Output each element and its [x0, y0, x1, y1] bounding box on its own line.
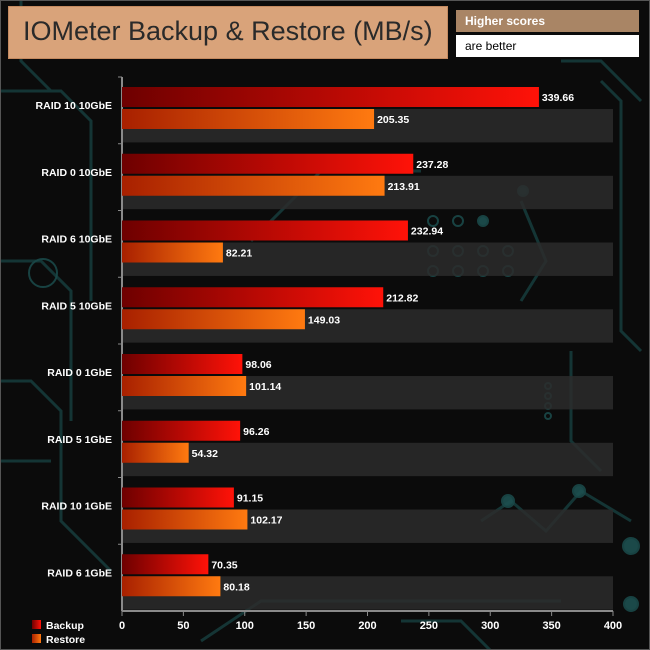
legend-swatch-backup [32, 620, 41, 629]
note-higher-scores: Higher scores [456, 10, 639, 32]
data-label-restore: 80.18 [223, 581, 249, 593]
legend-swatch-restore [32, 634, 41, 643]
category-label: RAID 5 10GbE [41, 300, 112, 312]
data-label-restore: 102.17 [250, 515, 282, 527]
x-tick-label: 150 [297, 620, 315, 632]
category-label: RAID 0 1GbE [47, 367, 112, 379]
bar-restore [122, 376, 247, 396]
bar-backup [122, 87, 539, 107]
labels: RAID 10 10GbE 339.66 205.35 RAID 0 10GbE 237… [36, 92, 623, 632]
bar-backup [122, 487, 234, 508]
category-label: RAID 5 1GbE [47, 434, 112, 446]
category-label: RAID 6 1GbE [47, 567, 112, 579]
legend-label-restore: Restore [46, 634, 85, 646]
data-label-restore: 82.21 [226, 248, 252, 260]
x-tick-label: 100 [236, 620, 254, 632]
data-label-restore: 54.32 [192, 448, 218, 460]
bar-backup [122, 153, 414, 174]
bar-restore [122, 509, 248, 530]
bar-backup [122, 420, 241, 441]
data-label-restore: 213.91 [388, 181, 420, 193]
data-label-backup: 98.06 [245, 359, 271, 371]
x-tick-label: 50 [177, 620, 189, 632]
bar-backup [122, 554, 209, 575]
bar-backup [122, 287, 384, 308]
category-label: RAID 6 10GbE [41, 234, 112, 246]
x-tick-label: 350 [542, 620, 560, 632]
data-label-restore: 101.14 [249, 381, 281, 393]
data-label-restore: 205.35 [377, 114, 409, 126]
legend: Backup Restore [32, 620, 85, 646]
chart-title-box: IOMeter Backup & Restore (MB/s) [8, 6, 448, 59]
data-label-backup: 96.26 [243, 426, 269, 438]
note-are-better: are better [456, 35, 639, 57]
x-tick-label: 300 [481, 620, 499, 632]
category-label: RAID 10 1GbE [41, 501, 112, 513]
bar-backup [122, 354, 243, 374]
data-label-restore: 149.03 [308, 314, 340, 326]
data-label-backup: 237.28 [416, 159, 448, 171]
bar-restore [122, 109, 375, 129]
category-label: RAID 0 10GbE [41, 167, 112, 179]
bar-backup [122, 220, 408, 241]
bar-restore [122, 175, 385, 196]
bars [122, 87, 539, 597]
data-label-backup: 70.35 [211, 559, 237, 571]
x-tick-label: 400 [604, 620, 622, 632]
bar-restore [122, 309, 305, 330]
data-label-backup: 339.66 [542, 92, 574, 104]
data-label-backup: 91.15 [237, 493, 263, 505]
data-label-backup: 232.94 [411, 226, 443, 238]
x-tick-label: 0 [119, 620, 125, 632]
row-band [122, 442, 613, 477]
x-tick-label: 200 [358, 620, 376, 632]
category-label: RAID 10 10GbE [36, 100, 112, 112]
bar-restore [122, 576, 221, 597]
legend-label-backup: Backup [46, 620, 84, 632]
bar-restore [122, 242, 223, 263]
bar-restore [122, 442, 189, 463]
chart-title: IOMeter Backup & Restore (MB/s) [23, 16, 433, 46]
data-label-backup: 212.82 [386, 292, 418, 304]
x-tick-label: 250 [420, 620, 438, 632]
